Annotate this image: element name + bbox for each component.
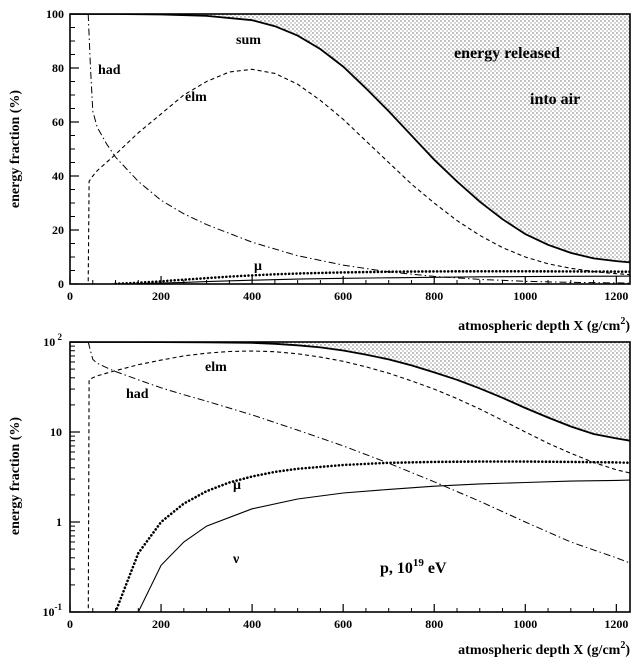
top-x-axis-label-main: atmospheric depth X (g/cm — [458, 319, 620, 334]
top-energy-released-area — [70, 14, 630, 263]
bottom-x-axis-label-main: atmospheric depth X (g/cm — [458, 643, 620, 658]
bottom-x-axis-label: atmospheric depth X (g/cm2) — [458, 640, 630, 658]
top-panel: 0 200 400 600 800 1000 1200 0 20 40 60 80 100 sum h… — [8, 7, 631, 334]
top-series-line-0 — [70, 14, 630, 264]
bottom-series-line-1 — [87, 350, 630, 612]
bottom-y-tick-label-2: 1 — [56, 515, 62, 529]
top-x-axis-label-close: ) — [625, 319, 630, 334]
bottom-x-tick-label-6: 1200 — [604, 617, 628, 631]
bottom-x-tick-label-3: 600 — [334, 617, 352, 631]
bottom-series-line-2 — [87, 342, 630, 564]
top-x-tick-label-5: 1000 — [513, 289, 537, 303]
top-x-tick-label-1: 200 — [152, 289, 170, 303]
bottom-series-line-3 — [114, 460, 630, 612]
top-series-line-2 — [87, 14, 630, 284]
bottom-annot-had: had — [126, 387, 149, 402]
bottom-plot-frame — [69, 341, 631, 613]
top-y-ticks: 0 20 40 60 80 100 — [46, 7, 79, 291]
top-annot-mu: μ — [254, 259, 262, 274]
top-series-line-3 — [114, 270, 630, 284]
top-x-tick-label-2: 400 — [243, 289, 261, 303]
top-x-ticks: 0 200 400 600 800 1000 1200 — [67, 276, 628, 303]
top-x-axis-label: atmospheric depth X (g/cm2) — [458, 316, 630, 334]
top-annot-elm: elm — [185, 90, 207, 105]
top-x-tick-label-0: 0 — [67, 289, 73, 303]
bottom-x-ticks: 0 200 400 600 800 1000 1200 — [67, 604, 628, 631]
top-shaded-region — [70, 14, 630, 263]
bottom-annot-mu: μ — [233, 478, 241, 493]
bottom-x-tick-label-1: 200 — [152, 617, 170, 631]
top-y-axis-label: energy fraction (%) — [8, 90, 23, 209]
top-x-tick-label-3: 600 — [334, 289, 352, 303]
bottom-x-tick-label-4: 800 — [425, 617, 443, 631]
bottom-y-ticks: 10 2 10 1 10-1 — [43, 332, 80, 619]
bottom-x-axis-label-sup: 2 — [620, 640, 625, 651]
top-annot-region1: energy released — [454, 45, 560, 62]
top-series-line-4 — [138, 275, 630, 284]
bottom-series-line-4 — [137, 479, 630, 612]
bottom-x-tick-label-5: 1000 — [513, 617, 537, 631]
top-y-tick-label-0: 0 — [58, 277, 64, 291]
bottom-shaded-region — [70, 342, 630, 441]
bottom-panel: 0 200 400 600 800 1000 1200 10 2 10 1 10-1 elm ha… — [8, 332, 631, 658]
bottom-y-tick-label-0: 10 2 — [43, 332, 62, 349]
bottom-annot-primary-exp: 19 — [413, 557, 425, 569]
bottom-x-tick-label-0: 0 — [67, 617, 73, 631]
bottom-annot-primary: p, 1019 eV — [380, 557, 447, 577]
bottom-annot-primary-b: eV — [424, 560, 447, 577]
bottom-annot-elm: elm — [205, 360, 227, 375]
top-series-line-1 — [70, 68, 630, 284]
bottom-y-tick-label-3: 10-1 — [43, 602, 63, 619]
top-x-tick-label-6: 1200 — [604, 289, 628, 303]
top-y-tick-label-1: 20 — [52, 223, 64, 237]
top-annot-sum: sum — [236, 33, 261, 48]
top-y-tick-label-5: 100 — [46, 7, 64, 21]
bottom-annot-primary-a: p, 10 — [380, 560, 413, 577]
bottom-y-axis-label: energy fraction (%) — [8, 417, 23, 536]
bottom-energy-released-area — [70, 342, 630, 441]
top-y-tick-label-2: 40 — [52, 169, 64, 183]
top-series-lines — [70, 14, 630, 284]
top-annot-had: had — [98, 63, 121, 78]
top-y-tick-label-4: 80 — [52, 61, 64, 75]
top-x-tick-label-4: 800 — [425, 289, 443, 303]
bottom-annot-nu: ν — [232, 552, 240, 567]
bottom-x-tick-label-2: 400 — [243, 617, 261, 631]
top-annot-region2: into air — [530, 91, 580, 108]
bottom-x-axis-label-close: ) — [625, 643, 630, 658]
top-x-axis-label-sup: 2 — [620, 316, 625, 327]
bottom-y-tick-label-1: 10 — [50, 425, 62, 439]
top-y-tick-label-3: 60 — [52, 115, 64, 129]
